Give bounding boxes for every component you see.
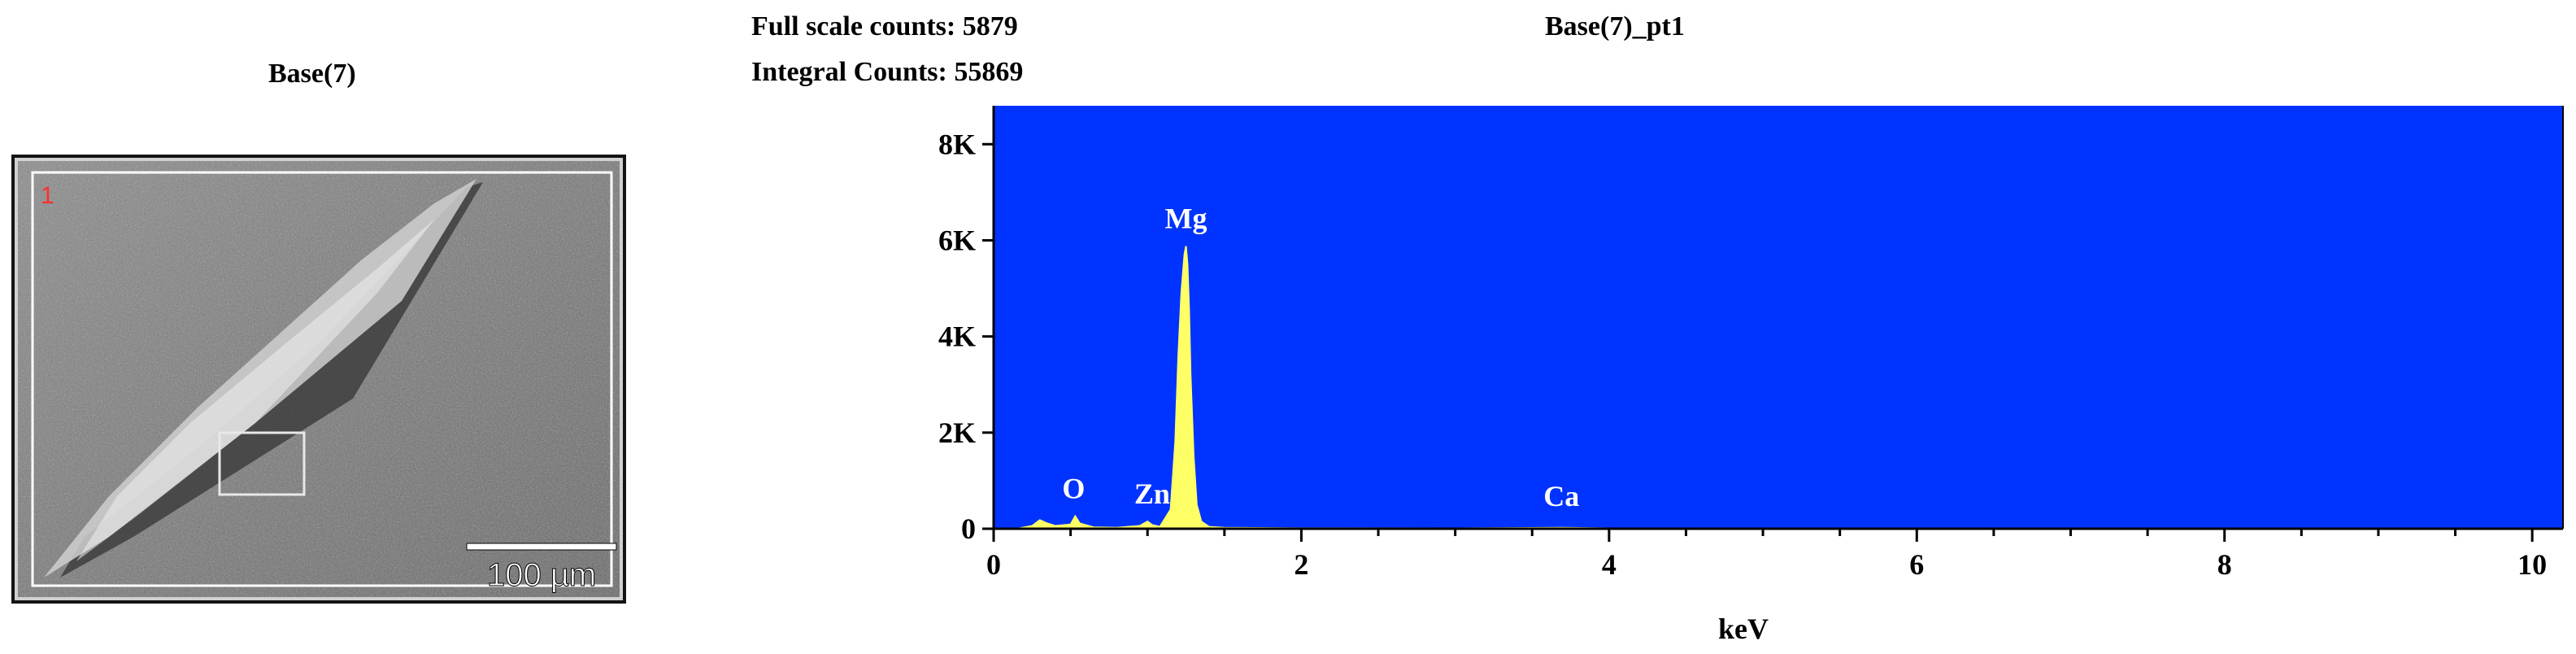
sem-selection-box	[218, 431, 306, 496]
full-scale-counts: Full scale counts: 5879	[751, 11, 1018, 41]
x-tick-label: 0	[986, 548, 1001, 581]
sem-scale-bar	[466, 543, 617, 551]
sem-region-label: 1	[41, 182, 54, 209]
sem-image-title: Base(7)	[268, 59, 356, 89]
sem-wedge-bright	[76, 220, 434, 561]
x-tick-label: 10	[2517, 548, 2547, 581]
y-tick-label: 0	[961, 512, 976, 545]
x-tick-label: 4	[1602, 548, 1617, 581]
peak-labels: O Zn Mg Ca	[1062, 203, 1579, 512]
sem-outer-frame	[15, 158, 623, 600]
x-tick-label: 6	[1909, 548, 1924, 581]
peak-label-ca: Ca	[1543, 480, 1579, 512]
y-tick-label: 4K	[938, 320, 976, 353]
plot-area	[994, 106, 2563, 529]
x-axis-ticks: 0 2 4 6 8 10	[986, 529, 2547, 581]
peak-label-mg: Mg	[1165, 203, 1208, 235]
sem-scale-label: 100 µm	[487, 557, 596, 593]
y-tick-label: 6K	[938, 224, 976, 256]
x-tick-label: 8	[2217, 548, 2232, 581]
sem-micrograph: 1 100 µm	[11, 155, 626, 604]
peak-label-zn: Zn	[1134, 477, 1170, 510]
x-tick-label: 2	[1294, 548, 1308, 581]
y-tick-label: 2K	[938, 416, 976, 449]
x-axis-label: keV	[1718, 613, 1769, 645]
y-tick-label: 8K	[938, 128, 976, 160]
spectrum-title: Base(7)_pt1	[1545, 11, 1685, 41]
sem-inner-frame	[31, 171, 613, 587]
peak-label-o: O	[1062, 473, 1085, 505]
integral-counts: Integral Counts: 55869	[751, 57, 1024, 87]
y-axis-ticks: 0 2K 4K 6K 8K	[938, 128, 994, 545]
